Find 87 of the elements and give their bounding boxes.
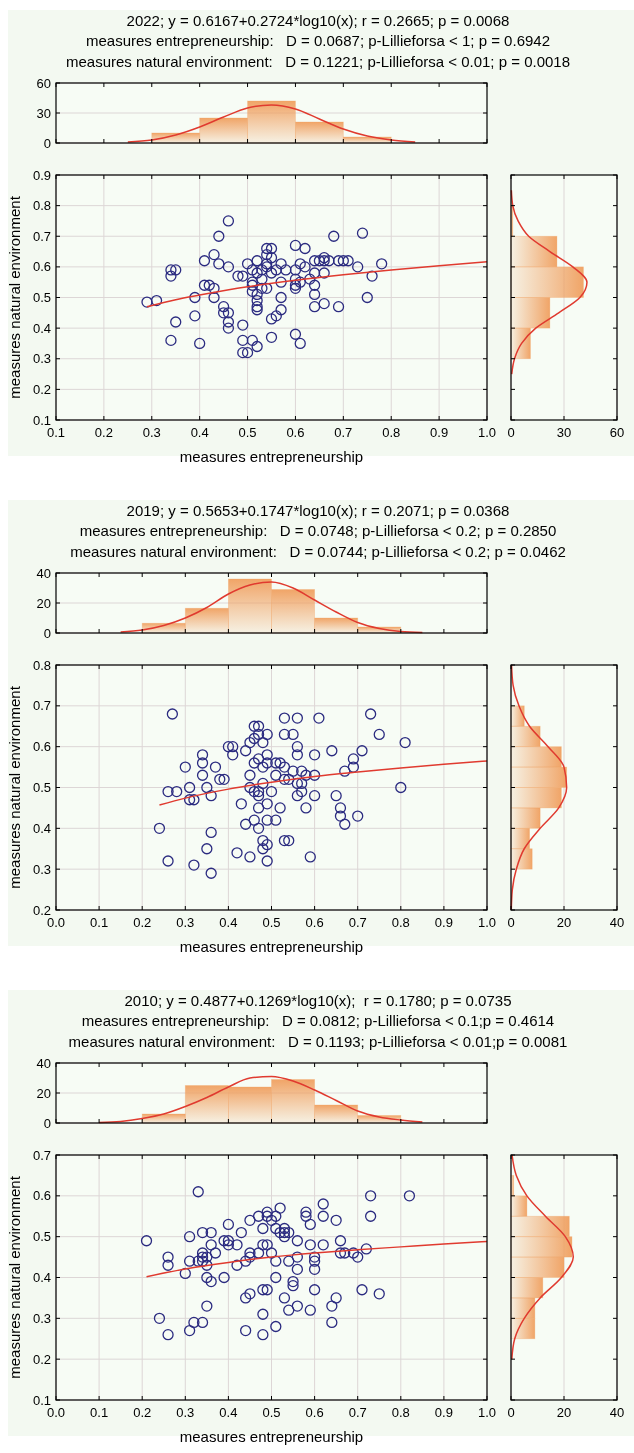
- x-tick-label: 0: [507, 1405, 515, 1420]
- x-tick-label: 0.9: [430, 425, 449, 440]
- y-tick-label: 0.5: [32, 780, 51, 796]
- x-tick-label: 40: [609, 1405, 625, 1420]
- y-tick-label: 0.6: [32, 259, 51, 275]
- x-tick-label: 0.0: [46, 915, 66, 930]
- x-axis-title: measures entrepreneurship: [179, 448, 364, 465]
- x-tick-label: 0.7: [348, 1405, 367, 1420]
- y-tick-label: 0.5: [32, 1229, 51, 1245]
- y-tick-label: 0.3: [32, 861, 51, 877]
- x-tick-label: 0.6: [305, 1405, 324, 1420]
- x-tick-label: 0.7: [348, 915, 367, 930]
- x-tick-label: 20: [556, 1405, 572, 1420]
- y-tick-label: 0.2: [32, 381, 51, 397]
- y-tick-label: 0.4: [32, 820, 51, 836]
- x-tick-label: 0.8: [391, 1405, 410, 1420]
- y-tick-label: 0.6: [32, 739, 51, 755]
- y-tick-label: 0.3: [32, 1310, 51, 1326]
- x-tick-label: 0.6: [305, 915, 324, 930]
- x-axis-title: measures entrepreneurship: [179, 938, 364, 955]
- y-tick-label: 0.7: [32, 228, 51, 244]
- x-tick-label: 0.9: [434, 915, 453, 930]
- x-tick-label: 0.1: [90, 915, 109, 930]
- x-tick-label: 0.4: [219, 915, 238, 930]
- x-tick-label: 0.3: [176, 1405, 195, 1420]
- chart-subtitle: measures entrepreneurship: D = 0.0748; p-Lillieforsa < 0.2; p = 0.2850: [79, 522, 557, 539]
- y-tick-label: 0: [43, 135, 51, 151]
- y-axis-title: measures natural environment: [6, 685, 23, 889]
- y-tick-label: 0: [43, 1115, 51, 1131]
- y-tick-label: 0.4: [32, 1270, 51, 1286]
- x-tick-label: 0.6: [286, 425, 305, 440]
- x-tick-label: 0: [507, 425, 515, 440]
- chart-subtitle: measures entrepreneurship: D = 0.0812; p-Lillieforsa < 0.1;p = 0.4614: [81, 1012, 555, 1029]
- text: measures natural environment: D = 0.1193; p-Lillieforsa < 0.01;p = 0.0081: [68, 1033, 568, 1050]
- y-tick-label: 0.7: [32, 698, 51, 714]
- x-axis-title: measures entrepreneurship: [179, 1428, 364, 1445]
- y-tick-label: 0.2: [32, 1351, 51, 1367]
- y-tick-label: 60: [36, 75, 51, 91]
- y-tick-label: 20: [36, 1085, 51, 1101]
- y-tick-label: 20: [36, 595, 51, 611]
- y-tick-label: 30: [36, 105, 51, 121]
- y-tick-label: 0.4: [32, 320, 51, 336]
- y-tick-label: 0: [43, 625, 51, 641]
- chart-title: 2019; y = 0.5653+0.1747*log10(x); r = 0.2071; p = 0.0368: [126, 502, 510, 519]
- y-tick-label: 0.9: [32, 167, 51, 183]
- y-tick-label: 0.5: [32, 290, 51, 306]
- x-tick-label: 0.9: [434, 1405, 453, 1420]
- x-tick-label: 60: [609, 425, 625, 440]
- y-tick-label: 0.6: [32, 1188, 51, 1204]
- chart-title: 2010; y = 0.4877+0.1269*log10(x); r = 0.1780; p = 0.0735: [124, 992, 512, 1009]
- text: measures natural environment: D = 0.0744; p-Lillieforsa < 0.2; p = 0.0462: [70, 543, 566, 560]
- y-tick-label: 0.1: [32, 1392, 51, 1408]
- y-tick-label: 0.8: [32, 657, 51, 673]
- y-tick-label: 0.3: [32, 351, 51, 367]
- x-tick-label: 0.3: [142, 425, 161, 440]
- x-tick-label: 0.0: [46, 1405, 66, 1420]
- y-axis-title: measures natural environment: [6, 1175, 23, 1379]
- y-tick-label: 40: [36, 565, 51, 581]
- x-tick-label: 0.5: [238, 425, 257, 440]
- y-tick-label: 0.2: [32, 902, 51, 918]
- x-tick-label: 0.8: [391, 915, 410, 930]
- chart-title: 2022; y = 0.6167+0.2724*log10(x); r = 0.2665; p = 0.0068: [126, 12, 510, 29]
- y-tick-label: 0.1: [32, 412, 51, 428]
- x-tick-label: 1.0: [477, 1405, 497, 1420]
- y-tick-label: 0.7: [32, 1147, 51, 1163]
- x-tick-label: 0.8: [382, 425, 401, 440]
- y-tick-label: 40: [36, 1055, 51, 1071]
- y-axis-title: measures natural environment: [6, 195, 23, 399]
- x-tick-label: 0.3: [176, 915, 195, 930]
- x-tick-label: 0.2: [133, 1405, 152, 1420]
- x-tick-label: 0: [507, 915, 515, 930]
- y-tick-label: 0.8: [32, 198, 51, 214]
- x-tick-label: 30: [556, 425, 572, 440]
- x-tick-label: 20: [556, 915, 572, 930]
- x-tick-label: 0.5: [262, 1405, 281, 1420]
- x-tick-label: 0.4: [219, 1405, 238, 1420]
- x-tick-label: 0.2: [94, 425, 113, 440]
- text: measures natural environment: D = 0.1221; p-Lillieforsa < 0.01; p = 0.0018: [65, 53, 571, 70]
- x-tick-label: 0.7: [334, 425, 353, 440]
- x-tick-label: 0.1: [90, 1405, 109, 1420]
- x-tick-label: 0.4: [190, 425, 209, 440]
- x-tick-label: 0.5: [262, 915, 281, 930]
- x-tick-label: 0.2: [133, 915, 152, 930]
- x-tick-label: 1.0: [477, 915, 497, 930]
- chart-subtitle: measures entrepreneurship: D = 0.0687; p-Lillieforsa < 1; p = 0.6942: [85, 32, 551, 49]
- x-tick-label: 1.0: [477, 425, 497, 440]
- x-tick-label: 40: [609, 915, 625, 930]
